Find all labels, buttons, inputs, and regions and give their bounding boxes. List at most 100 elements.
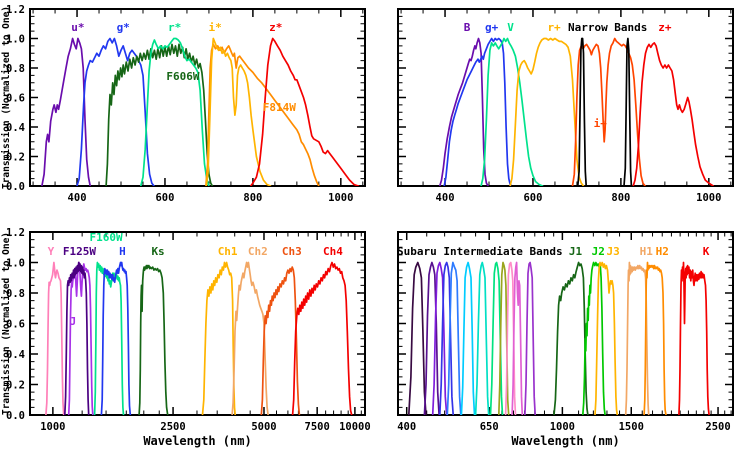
curve-J3 — [594, 261, 619, 415]
curve-Ch1 — [201, 261, 237, 415]
filter-label: g* — [117, 21, 130, 34]
filter-label: r* — [168, 21, 181, 34]
x-tick-label: 2500 — [160, 421, 185, 433]
curve-H — [100, 261, 132, 415]
x-tick-label: 600 — [523, 192, 542, 204]
plot-frame — [29, 231, 366, 416]
filter-label: F160W — [89, 231, 122, 244]
curve-IA624 — [474, 261, 490, 415]
x-tick-label: 2500 — [705, 421, 730, 433]
curve-r-plus — [509, 37, 585, 186]
curve-H1 — [624, 261, 650, 415]
curve-r-star — [139, 37, 210, 186]
x-tick-label: 400 — [397, 421, 416, 433]
x-tick-label: 7500 — [305, 421, 330, 433]
filter-curves — [438, 37, 715, 186]
panel-bottom-left: 1000 2500 5000 7500 10000 0.0 0.2 0.4 0.6 0.8 1.0 1… — [1, 227, 371, 448]
filter-curves — [41, 37, 360, 186]
filter-label: F606W — [166, 70, 199, 83]
filter-label: Ch2 — [248, 245, 268, 258]
panel-labels: 400 600 800 1000 0.0 0.2 0.4 0.6 0.8 1.0 1.2Transm… — [1, 4, 353, 204]
plot-frame — [397, 231, 734, 416]
filter-label: K — [703, 245, 710, 258]
filter-curves — [45, 261, 353, 415]
y-tick-label: 1.2 — [6, 4, 25, 16]
x-tick-label: 800 — [243, 192, 262, 204]
panel-top-left: 400 600 800 1000 0.0 0.2 0.4 0.6 0.8 1.0 1.2Transm… — [1, 4, 366, 204]
filter-label: Ch1 — [218, 245, 238, 258]
y-axis-title: Transmission (Normalized to One) — [1, 6, 12, 189]
y-tick-label: 1.0 — [6, 258, 25, 270]
x-tick-label: 800 — [611, 192, 630, 204]
curve-Ks — [138, 264, 169, 415]
curve-u-star — [41, 37, 92, 186]
filter-label: r+ — [547, 21, 561, 34]
y-tick-label: 1.2 — [6, 227, 25, 239]
curve-IA574 — [460, 261, 476, 415]
curve-i-plus — [571, 37, 646, 186]
x-tick-label: 1000 — [328, 192, 353, 204]
y-tick-label: 0.0 — [6, 181, 25, 193]
curve-F814W — [205, 43, 320, 186]
curve-F606W — [105, 43, 214, 186]
filter-label: J1 — [569, 245, 583, 258]
filter-label: Y — [48, 245, 55, 258]
x-axis-title: Wavelength (nm) — [143, 434, 251, 448]
x-axis-title: Wavelength (nm) — [511, 434, 619, 448]
filter-label: Narrow Bands — [568, 21, 647, 34]
y-tick-label: 0.6 — [6, 93, 25, 105]
curve-g-plus — [443, 37, 512, 186]
curve-i-star — [205, 37, 272, 186]
panel-labels: 1000 2500 5000 7500 10000 0.0 0.2 0.4 0.6 0.8 1.0 1… — [1, 227, 371, 448]
curve-g-star — [76, 37, 155, 186]
y-tick-label: 0.2 — [6, 152, 25, 164]
filter-label: g+ — [485, 21, 499, 34]
curve-B — [438, 37, 489, 186]
filter-label: z+ — [658, 21, 672, 34]
curve-NB816 — [623, 37, 633, 186]
filter-label: F125W — [63, 245, 96, 258]
y-tick-label: 0.6 — [6, 319, 25, 331]
y-tick-label: 0.4 — [6, 349, 25, 361]
curve-J1 — [553, 261, 589, 415]
filter-label: z* — [269, 21, 282, 34]
y-tick-label: 0.8 — [6, 63, 25, 75]
filter-label: i+ — [594, 117, 608, 130]
filter-label: J — [70, 315, 77, 328]
curve-K — [678, 261, 710, 415]
curve-V — [480, 37, 544, 186]
y-axis-title: Transmission (Normalized to One) — [1, 232, 12, 415]
x-tick-label: 1500 — [619, 421, 644, 433]
curve-IA427 — [407, 261, 427, 415]
y-tick-label: 1.0 — [6, 34, 25, 46]
curve-IA527 — [446, 261, 462, 415]
curve-Ch4 — [291, 261, 353, 415]
curve-H2 — [643, 261, 667, 415]
curve-F160W — [93, 261, 125, 415]
y-tick-label: 0.2 — [6, 380, 25, 392]
curve-J2 — [581, 261, 606, 415]
x-tick-label: 1000 — [40, 421, 65, 433]
filter-label: V — [507, 21, 514, 34]
curve-Ch2 — [231, 261, 269, 415]
filter-curves — [407, 261, 710, 415]
x-tick-label: 650 — [480, 421, 499, 433]
x-tick-label: 1000 — [696, 192, 721, 204]
curve-IA767 — [511, 261, 524, 415]
filter-label: u* — [71, 21, 84, 34]
curve-Ch3 — [260, 266, 301, 415]
curve-Y — [45, 261, 65, 415]
curve-z-star — [249, 37, 360, 186]
x-tick-label: 400 — [436, 192, 455, 204]
filter-label: i* — [208, 21, 221, 34]
curve-z-plus — [632, 42, 715, 186]
filter-label: J3 — [606, 245, 619, 258]
x-tick-label: 600 — [155, 192, 174, 204]
filter-label: B — [464, 21, 471, 34]
filter-label: Ch3 — [282, 245, 302, 258]
y-tick-label: 0.8 — [6, 288, 25, 300]
